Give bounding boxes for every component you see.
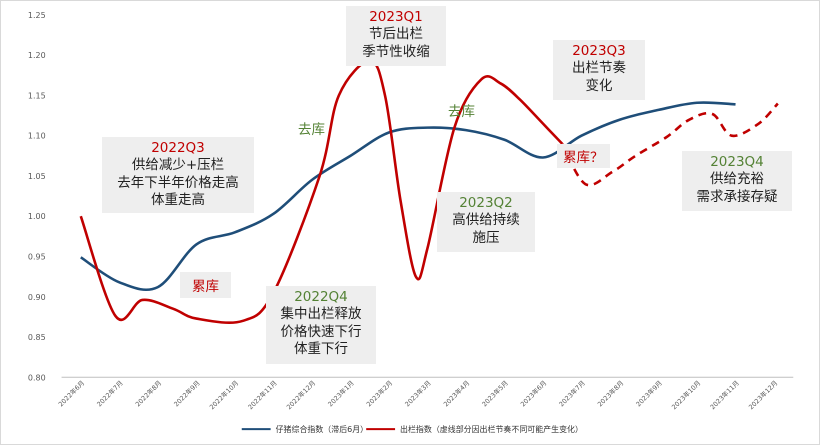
annotation-2023q3-title: 2023Q3 bbox=[572, 43, 626, 59]
x-tick-label: 2022年10月 bbox=[207, 378, 240, 411]
y-tick-label: 1.25 bbox=[28, 11, 46, 20]
y-tick-label: 1.20 bbox=[28, 51, 46, 60]
annotation-2023q1: 2023Q1 节后出栏 季节性收缩 bbox=[346, 6, 446, 66]
annotation-2023q4-line-2: 需求承接存疑 bbox=[696, 188, 778, 205]
y-tick-label: 1.00 bbox=[28, 212, 46, 221]
x-tick-label: 2023年10月 bbox=[669, 378, 702, 411]
y-axis: 0.80 0.85 0.90 0.95 1.00 1.05 1.10 1.15 1.20 1.25 bbox=[28, 11, 46, 382]
annotation-2022q4-line-1: 集中出栏释放 bbox=[280, 306, 362, 323]
x-tick-label: 2022年6月 bbox=[56, 378, 86, 408]
annotation-2023q3: 2023Q3 出栏节奏 变化 bbox=[553, 40, 645, 100]
annotation-2022q3-title: 2022Q3 bbox=[151, 140, 205, 156]
annotation-2023q1-line-1: 节后出栏 bbox=[369, 26, 423, 43]
annotation-2023q3-line-2: 变化 bbox=[585, 77, 613, 94]
x-tick-label: 2023年2月 bbox=[364, 378, 394, 408]
label-destock-1: 去库 bbox=[298, 122, 325, 138]
x-tick-label: 2023年8月 bbox=[595, 378, 625, 408]
y-tick-label: 0.95 bbox=[28, 252, 46, 261]
annotation-2023q2-line-1: 高供给持续 bbox=[452, 212, 520, 229]
annotation-2023q2: 2023Q2 高供给持续 施压 bbox=[437, 192, 535, 252]
x-tick-label: 2023年6月 bbox=[518, 378, 548, 408]
x-axis: 2022年6月 2022年7月 2022年8月 2022年9月 2022年10月 2022… bbox=[56, 376, 794, 411]
series-line-slaughter-index-projected bbox=[561, 102, 779, 187]
legend-label-slaughter-index: 出栏指数（虚线部分因出栏节奏不同可能产生变化） bbox=[400, 424, 583, 434]
x-tick-label: 2023年5月 bbox=[480, 378, 510, 408]
annotation-2023q4: 2023Q4 供给充裕 需求承接存疑 bbox=[682, 151, 792, 211]
label-accumulate-1: 累库 bbox=[180, 272, 231, 298]
x-tick-label: 2023年4月 bbox=[441, 378, 471, 408]
annotation-2022q4: 2022Q4 集中出栏释放 价格快速下行 体重下行 bbox=[266, 286, 376, 364]
annotation-2023q2-line-2: 施压 bbox=[472, 229, 500, 246]
annotation-2023q4-line-1: 供给充裕 bbox=[710, 171, 764, 188]
annotation-2023q1-line-2: 季节性收缩 bbox=[362, 43, 430, 60]
annotation-2022q4-line-2: 价格快速下行 bbox=[280, 323, 362, 340]
x-tick-label: 2023年12月 bbox=[746, 378, 779, 411]
annotation-2023q4-title: 2023Q4 bbox=[710, 154, 764, 170]
annotation-2022q3: 2022Q3 供给减少+压栏 去年下半年价格走高 体重走高 bbox=[102, 137, 254, 213]
annotation-2022q3-line-3: 体重走高 bbox=[151, 191, 205, 208]
y-tick-label: 1.10 bbox=[28, 132, 46, 141]
x-tick-label: 2023年3月 bbox=[403, 378, 433, 408]
annotation-2023q1-title: 2023Q1 bbox=[369, 9, 423, 25]
annotation-2023q3-line-1: 出栏节奏 bbox=[572, 60, 626, 77]
y-tick-label: 0.80 bbox=[28, 373, 46, 382]
x-tick-label: 2022年9月 bbox=[172, 378, 202, 408]
y-tick-label: 0.85 bbox=[28, 333, 46, 342]
x-tick-label: 2023年1月 bbox=[326, 378, 356, 408]
series-layer bbox=[79, 59, 779, 324]
x-tick-label: 2022年7月 bbox=[95, 378, 125, 408]
annotation-2022q4-line-3: 体重下行 bbox=[294, 340, 348, 357]
x-tick-label: 2022年11月 bbox=[246, 378, 279, 411]
label-destock-2: 去库 bbox=[448, 104, 475, 120]
y-tick-label: 1.15 bbox=[28, 91, 46, 100]
x-tick-label: 2023年11月 bbox=[708, 378, 741, 411]
label-accumulate-2: 累库？ bbox=[557, 144, 610, 168]
series-line-slaughter-index bbox=[79, 59, 564, 324]
legend-label-piglet-index: 仔猪综合指数（滞后6月） bbox=[276, 424, 369, 434]
annotation-2022q3-line-1: 供给减少+压栏 bbox=[131, 157, 225, 174]
legend: 仔猪综合指数（滞后6月） 出栏指数（虚线部分因出栏节奏不同可能产生变化） bbox=[241, 424, 583, 434]
x-tick-label: 2023年9月 bbox=[634, 378, 664, 408]
y-tick-label: 0.90 bbox=[28, 293, 46, 302]
annotation-2022q4-title: 2022Q4 bbox=[294, 289, 348, 305]
y-tick-label: 1.05 bbox=[28, 172, 46, 181]
annotation-2022q3-line-2: 去年下半年价格走高 bbox=[117, 174, 239, 191]
annotation-2023q2-title: 2023Q2 bbox=[459, 195, 513, 211]
series-line-piglet-index bbox=[80, 101, 736, 291]
x-tick-label: 2023年7月 bbox=[557, 378, 587, 408]
x-tick-label: 2022年8月 bbox=[133, 378, 163, 408]
x-tick-label: 2022年12月 bbox=[284, 378, 317, 411]
